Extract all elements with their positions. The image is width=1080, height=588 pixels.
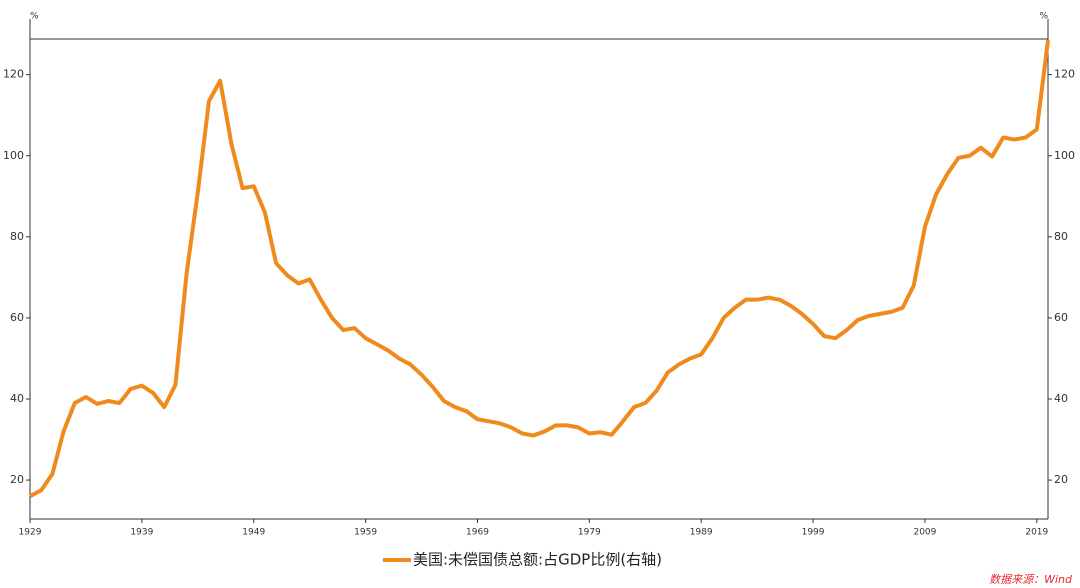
x-tick-label: 1979 [578, 528, 601, 538]
x-tick-label: 2009 [913, 528, 936, 538]
y2-tick-label: 100 [1054, 149, 1075, 162]
x-tick-label: 1969 [466, 528, 489, 538]
x-tick-label: 1999 [802, 528, 825, 538]
y2-tick-label: 20 [1054, 473, 1068, 486]
y2-tick-label: 40 [1054, 392, 1068, 405]
x-tick-label: 1939 [130, 528, 153, 538]
x-tick-label: 1929 [19, 528, 42, 538]
source: 数据来源：Wind [989, 573, 1073, 586]
legend-label: 美国:未偿国债总额:占GDP比例(右轴) [413, 551, 662, 569]
y2-tick-label: 60 [1054, 311, 1068, 324]
x-tick-label: 1959 [354, 528, 377, 538]
y-tick-label: 20 [10, 473, 24, 486]
y-tick-label: 40 [10, 392, 24, 405]
y-tick-label: 100 [3, 149, 24, 162]
y2-tick-label: 120 [1054, 68, 1075, 81]
y2-unit: % [1039, 12, 1048, 22]
x-tick-label: 2019 [1025, 528, 1048, 538]
data-line [29, 39, 1050, 499]
x-tick-label: 1989 [690, 528, 713, 538]
y2-tick-label: 80 [1054, 230, 1068, 243]
y-tick-label: 120 [3, 68, 24, 81]
y-unit: % [30, 12, 39, 22]
y-tick-label: 60 [10, 311, 24, 324]
y-tick-label: 80 [10, 230, 24, 243]
x-tick-label: 1949 [242, 528, 265, 538]
